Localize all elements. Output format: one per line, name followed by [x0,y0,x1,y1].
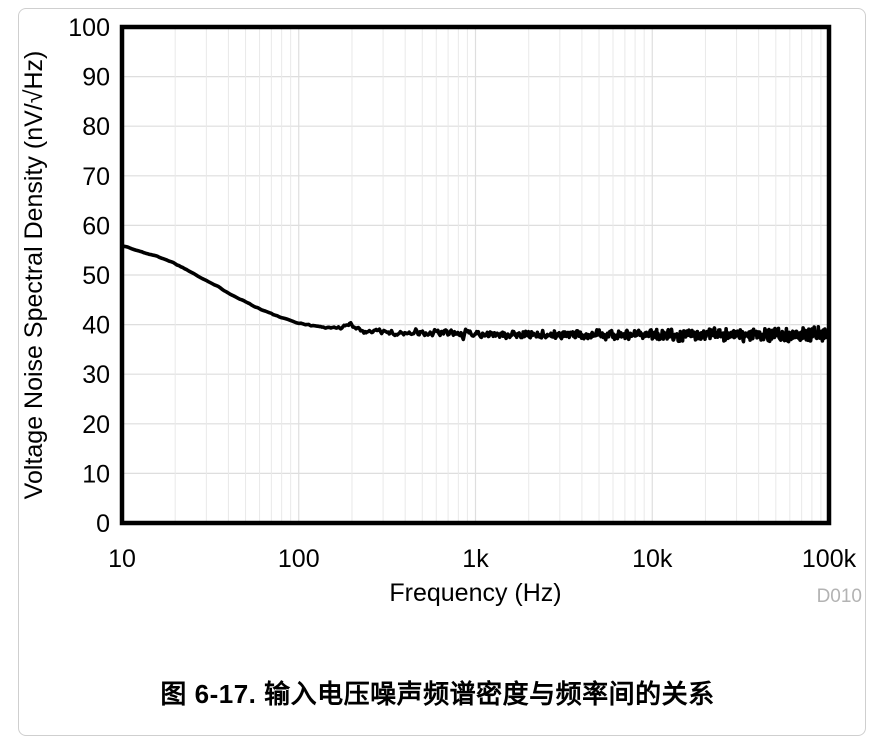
gridlines [124,29,827,521]
noise-curve [120,243,831,344]
y-tick-label: 0 [96,510,110,538]
noise-spectral-density-chart: 0 10 20 30 40 50 60 70 80 90 100 10 100 1k 10k 100k Freq… [20,14,862,607]
x-tick-label: 1k [462,545,489,573]
y-tick-label: 100 [68,14,110,42]
y-tick-label: 70 [82,163,110,191]
axis-text: 0 10 20 30 40 50 60 70 80 90 100 10 100 1k 10k 100k Freq… [20,14,862,607]
plot-frame [119,24,832,526]
y-tick-label: 40 [82,312,110,340]
y-tick-label: 10 [82,460,110,488]
y-tick-label: 60 [82,212,110,240]
noise-curve-layer [120,243,831,344]
x-tick-label: 100 [278,545,320,573]
y-tick-label: 90 [82,64,110,92]
x-axis-title: Frequency (Hz) [389,579,561,607]
y-tick-label: 20 [82,411,110,439]
y-tick-label: 80 [82,113,110,141]
x-tick-label: 10k [632,545,673,573]
figure-border [18,8,866,736]
y-tick-label: 50 [82,262,110,290]
y-axis-title: Voltage Noise Spectral Density (nV/√Hz) [20,51,48,500]
figure-caption: 图 6-17. 输入电压噪声频谱密度与频率间的关系 [160,679,715,709]
x-tick-label: 100k [802,545,857,573]
plot-id-watermark: D010 [817,586,862,607]
y-tick-label: 30 [82,361,110,389]
plot-border [119,24,832,526]
x-tick-label: 10 [108,545,136,573]
